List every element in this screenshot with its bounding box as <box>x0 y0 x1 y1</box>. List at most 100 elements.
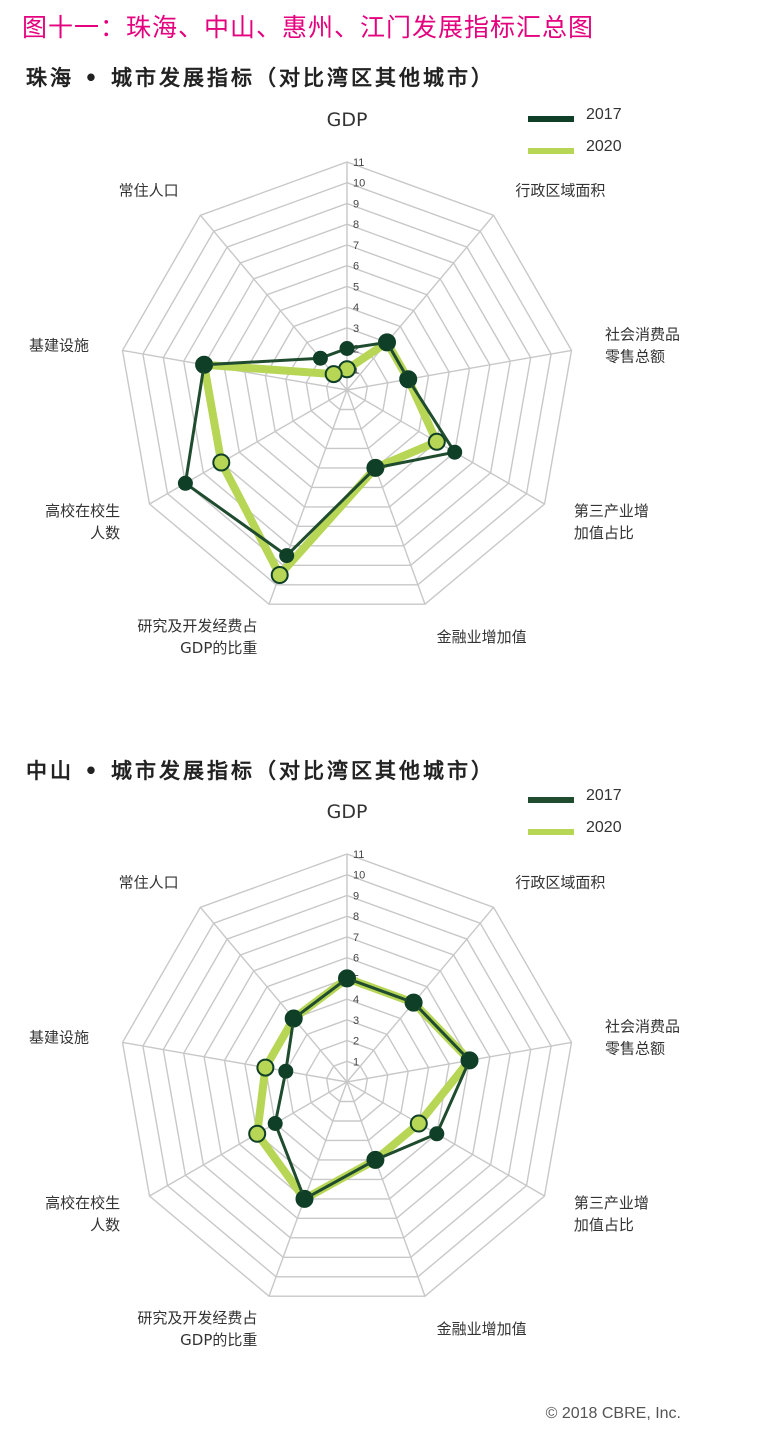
grid-ring <box>305 1039 389 1122</box>
page-title: 图十一：珠海、中山、惠州、江门发展指标汇总图 <box>22 13 595 42</box>
series-2017 <box>177 334 463 564</box>
grid-ring <box>162 894 532 1258</box>
data-point-2017 <box>339 970 355 986</box>
series-line-2017 <box>183 340 457 558</box>
axis-spoke <box>346 906 495 1083</box>
axis-label: GDP <box>327 801 368 823</box>
tick-label: 2 <box>353 1036 359 1048</box>
data-point-2017 <box>177 475 193 491</box>
axis-label: 基建设施 <box>29 337 89 355</box>
legend-label-2020: 2020 <box>586 819 622 836</box>
grid-ring <box>244 285 450 489</box>
tick-label: 4 <box>353 994 359 1006</box>
tick-label: 9 <box>353 199 359 211</box>
legend-label-2020: 2020 <box>586 138 622 155</box>
grid-ring <box>182 915 512 1239</box>
data-point-2020 <box>248 1124 267 1143</box>
data-point-2017 <box>278 1063 294 1079</box>
axis-spoke <box>268 1081 348 1297</box>
axis-spoke <box>346 389 426 605</box>
tick-label: 8 <box>353 911 359 923</box>
axis-label: 金融业增加值 <box>437 1320 527 1338</box>
data-point-2017 <box>400 371 416 387</box>
axis-label: 行政区域面积 <box>515 873 605 891</box>
axis-spoke <box>199 906 348 1083</box>
data-point-2017 <box>297 1191 312 1207</box>
tick-label: 2 <box>353 344 359 356</box>
tick-label: 11 <box>353 849 364 861</box>
data-point-2017 <box>196 357 212 373</box>
axis-label: 人数 <box>90 1216 120 1234</box>
axis-label: 研究及开发经费占 <box>137 1309 257 1327</box>
axis-spoke <box>122 1041 348 1083</box>
data-point-2017 <box>462 1052 477 1068</box>
legend-label-2017: 2017 <box>586 106 622 123</box>
data-point-2020 <box>324 365 343 384</box>
data-point-2017 <box>367 460 383 476</box>
legend-item-2017: 2017 <box>528 106 648 138</box>
radar-grid <box>121 853 573 1297</box>
grid-ring <box>162 202 532 566</box>
data-point-2017 <box>286 1011 302 1026</box>
tick-label: 9 <box>353 891 359 903</box>
data-point-2017 <box>267 1116 283 1131</box>
axis-label: 高校在校生 <box>45 1194 120 1212</box>
grid-ring <box>223 264 471 508</box>
axis-spoke <box>346 1081 545 1197</box>
tick-label: 5 <box>353 281 359 293</box>
data-point-2017 <box>339 341 355 356</box>
grid-ring <box>121 161 573 605</box>
legend-swatch-2020 <box>528 148 574 154</box>
axis-label: 行政区域面积 <box>515 181 605 199</box>
data-point-2017 <box>429 1126 445 1142</box>
axis-label: GDP的比重 <box>180 639 257 657</box>
grid-ring <box>121 853 573 1297</box>
grid-ring <box>285 1019 409 1142</box>
axis-spoke <box>149 1081 348 1197</box>
data-point-2020 <box>256 1058 275 1077</box>
chart-title-zhuhai: 珠海 • 城市发展指标（对比湾区其他城市） <box>26 66 496 90</box>
legend-zhuhai: 2017 2020 <box>528 106 648 166</box>
data-point-2017 <box>279 548 295 564</box>
data-point-2020 <box>427 432 446 451</box>
grid-ring <box>264 306 430 469</box>
legend-swatch-2020 <box>528 829 574 835</box>
radar-chart-zhongshan: 1234567891011GDP行政区域面积社会消费品零售总额第三产业增加值占比… <box>29 801 680 1349</box>
tick-label: 1 <box>353 1056 359 1068</box>
axis-label: 人数 <box>90 524 120 542</box>
axis-spoke <box>346 214 495 391</box>
data-point-2017 <box>367 1152 383 1168</box>
tick-label: 3 <box>353 1015 359 1027</box>
grid-ring <box>203 936 491 1219</box>
axis-label: 零售总额 <box>605 1040 665 1058</box>
grid-ring <box>142 873 552 1278</box>
tick-label: 10 <box>353 870 365 882</box>
tick-label: 3 <box>353 323 359 335</box>
grid-ring <box>142 181 552 586</box>
tick-label: 4 <box>353 302 359 314</box>
axis-label: 研究及开发经费占 <box>137 617 257 635</box>
axis-label: 基建设施 <box>29 1029 89 1047</box>
data-point-2017 <box>312 350 328 366</box>
axis-label: 金融业增加值 <box>437 628 527 646</box>
axis-label: 加值占比 <box>574 1216 634 1234</box>
axis-label: 第三产业增 <box>574 502 649 520</box>
copyright: © 2018 CBRE, Inc. <box>545 1405 681 1422</box>
axis-label: 第三产业增 <box>574 1194 649 1212</box>
axis-spoke <box>346 1041 572 1083</box>
axis-label: 社会消费品 <box>605 326 680 344</box>
grid-ring <box>203 244 491 527</box>
chart-title-zhongshan: 中山 • 城市发展指标（对比湾区其他城市） <box>26 759 496 783</box>
axis-spoke <box>346 389 545 505</box>
axis-label: 加值占比 <box>574 524 634 542</box>
axis-label: 常住人口 <box>119 873 179 891</box>
axis-label: GDP的比重 <box>180 1331 257 1349</box>
data-point-2017 <box>447 444 463 460</box>
tick-label: 10 <box>353 178 365 190</box>
tick-label: 6 <box>353 953 359 965</box>
legend-zhongshan: 2017 2020 <box>528 787 648 847</box>
